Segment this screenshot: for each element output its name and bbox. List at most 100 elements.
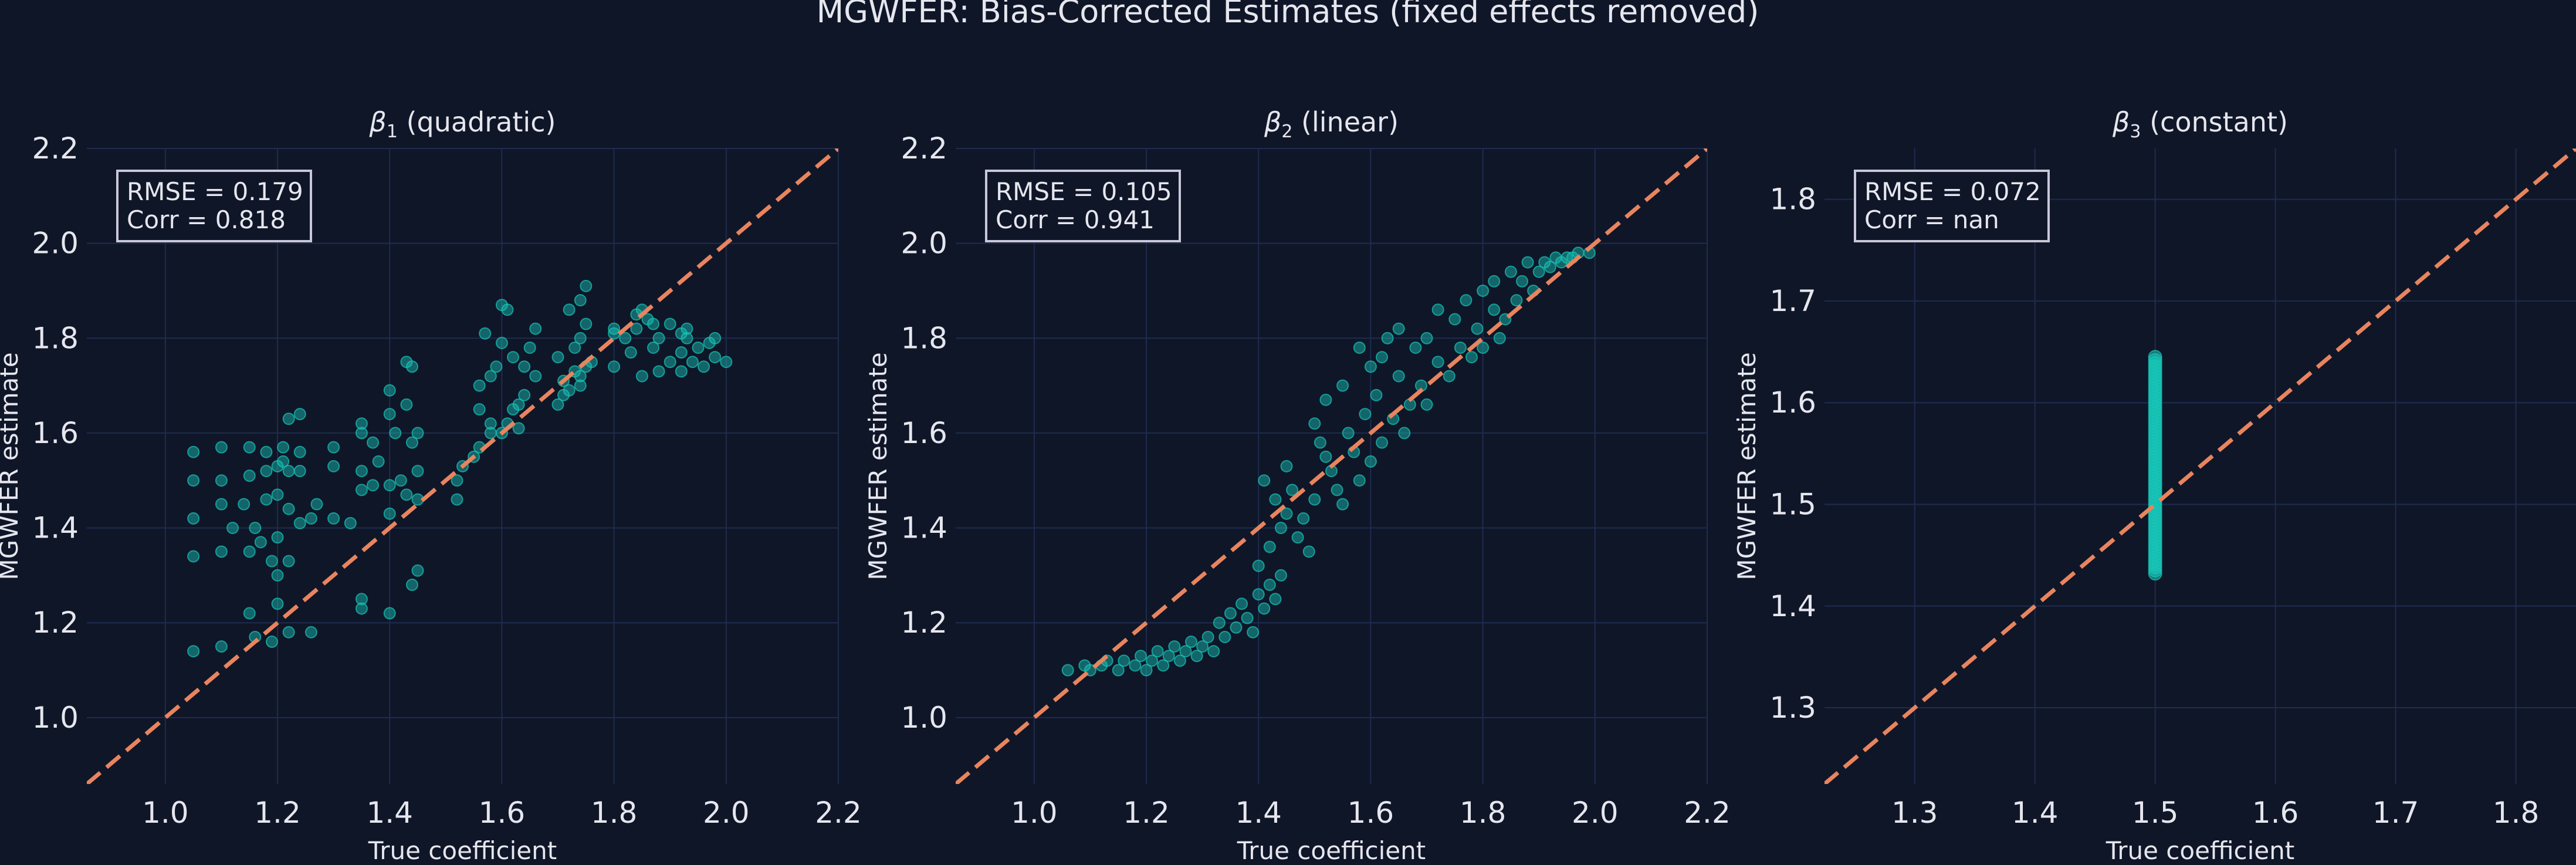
data-point (1241, 611, 1254, 624)
title-text: (quadratic) (398, 106, 556, 138)
data-point (1297, 512, 1310, 525)
x-tick-label: 1.4 (2012, 796, 2059, 830)
scatter-points (2148, 350, 2162, 581)
data-point (1196, 640, 1209, 653)
data-point (484, 417, 497, 430)
data-point (1134, 650, 1147, 663)
x-axis-label: True coefficient (368, 836, 557, 865)
title-text: (linear) (1292, 106, 1399, 138)
data-point (479, 327, 492, 340)
panel-3: 1.3 1.4 1.5 1.6 1.7 1.8 1.3 1.4 1.5 1.6 1.7 1.8 True… (1732, 106, 2576, 865)
data-point (405, 436, 418, 449)
data-point (1112, 664, 1125, 677)
data-point (1376, 351, 1389, 364)
title-symbol: β (2112, 106, 2130, 138)
data-point (512, 422, 525, 435)
x-tick-label: 1.0 (1011, 796, 1058, 830)
data-point (451, 493, 463, 506)
annotation-frame (1854, 170, 2050, 242)
data-point (277, 455, 290, 468)
data-point (1364, 455, 1377, 468)
data-point (215, 640, 228, 653)
data-point (1370, 388, 1383, 401)
data-point (411, 564, 424, 577)
data-point (1460, 294, 1473, 307)
data-point (490, 360, 503, 373)
data-point (411, 465, 424, 478)
y-tick-label: 1.8 (901, 321, 947, 355)
annotation-line: Corr = nan (1864, 205, 1999, 234)
data-point (1471, 322, 1484, 335)
data-point (686, 356, 699, 369)
data-point (647, 317, 660, 330)
data-point (523, 341, 536, 354)
data-point (1213, 616, 1226, 629)
x-tick-label: 1.2 (254, 796, 301, 830)
x-tick-label: 1.6 (479, 796, 526, 830)
data-point (1353, 474, 1366, 487)
title-subscript: 2 (1281, 121, 1292, 142)
identity-line (87, 148, 838, 784)
data-point (1185, 636, 1198, 648)
data-point (1162, 650, 1175, 663)
data-point (277, 441, 290, 454)
data-point (484, 370, 497, 383)
data-point (260, 465, 273, 478)
data-point (400, 488, 413, 501)
data-point (411, 427, 424, 440)
data-point (304, 512, 317, 525)
data-point (1230, 621, 1243, 634)
data-point (1342, 427, 1355, 440)
data-point (293, 408, 306, 421)
y-tick-label: 1.5 (1769, 487, 1816, 521)
data-point (501, 303, 514, 316)
data-point (1376, 436, 1389, 449)
data-point (619, 332, 632, 344)
data-point (1516, 275, 1529, 288)
data-point (1263, 579, 1276, 592)
data-point (518, 360, 531, 373)
data-point (551, 398, 564, 411)
data-point (389, 427, 402, 440)
data-point (1252, 588, 1265, 601)
annotation-frame (116, 170, 312, 242)
data-point (1286, 484, 1299, 496)
data-point (243, 607, 256, 620)
data-point (187, 645, 200, 658)
data-point (1477, 284, 1490, 297)
data-point (692, 341, 705, 354)
y-tick-label: 1.6 (1769, 386, 1816, 420)
data-point (1263, 540, 1276, 553)
grid (956, 148, 1708, 784)
data-point (1465, 351, 1478, 364)
data-point (1179, 645, 1192, 658)
data-point (271, 569, 284, 582)
data-point (563, 303, 576, 316)
data-point (1157, 659, 1170, 672)
data-point (1392, 370, 1405, 383)
data-point (293, 465, 306, 478)
data-point (1448, 313, 1461, 326)
data-point (652, 332, 665, 344)
annotation-line: RMSE = 0.179 (127, 177, 303, 206)
x-tick-label: 1.5 (2132, 796, 2179, 830)
data-point (518, 388, 531, 401)
data-point (215, 545, 228, 558)
data-point (1319, 450, 1332, 463)
data-point (1359, 408, 1372, 421)
data-point (1207, 645, 1220, 658)
x-tick-label: 1.2 (1123, 796, 1170, 830)
identity-line (1824, 148, 2576, 784)
data-point (635, 370, 648, 383)
data-point (383, 479, 396, 492)
data-point (355, 484, 368, 496)
data-point (238, 498, 251, 511)
data-point (664, 356, 676, 369)
data-point (1201, 630, 1214, 643)
tick-labels: 1.0 1.2 1.4 1.6 1.8 2.0 2.2 1.0 1.2 1.4 1.6 1.8 2.0 2… (901, 131, 1730, 830)
data-point (1331, 484, 1343, 496)
y-tick-label: 2.0 (901, 227, 947, 261)
y-axis-label: MGWFER estimate (864, 352, 892, 580)
